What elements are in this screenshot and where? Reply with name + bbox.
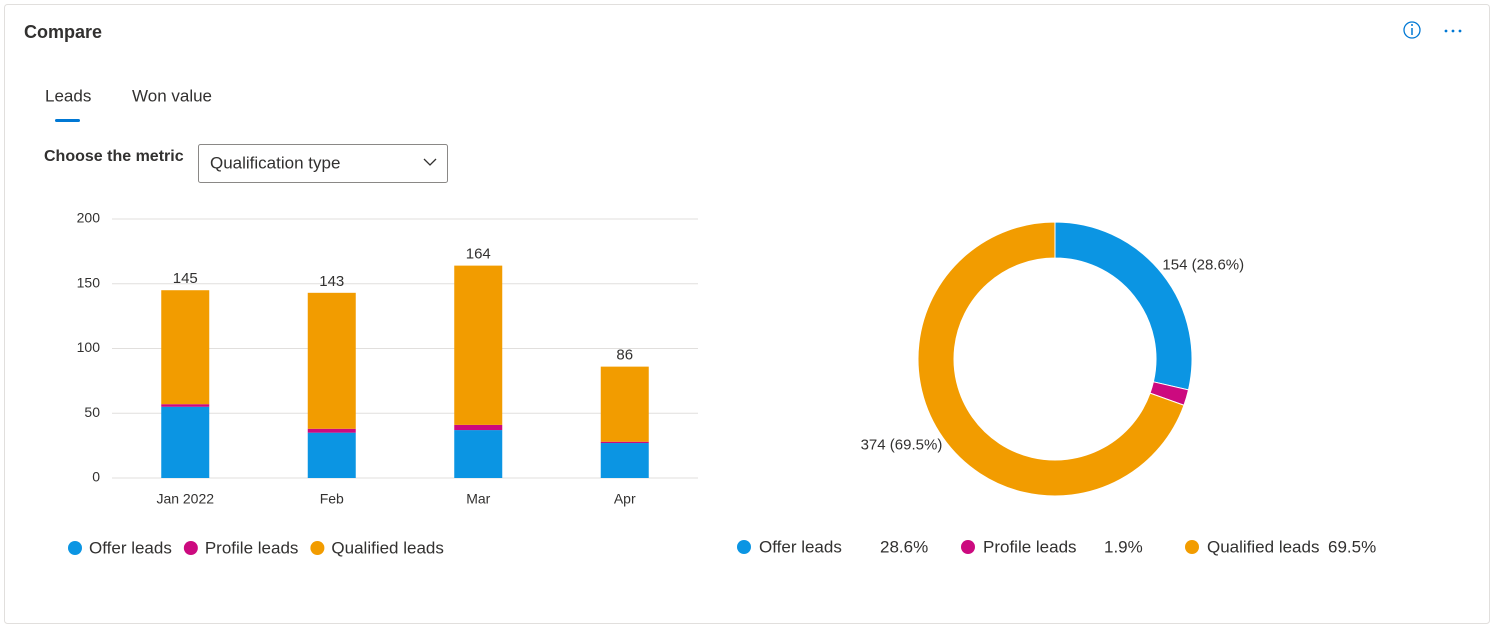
y-tick-label: 200: [77, 210, 101, 226]
bar-segment: [600, 443, 649, 478]
legend-swatch: [310, 541, 325, 555]
y-tick-label: 100: [77, 339, 101, 355]
legend-value: 69.5%: [1328, 537, 1376, 556]
y-tick-label: 150: [77, 274, 101, 290]
more-button[interactable]: [1444, 29, 1462, 33]
bar-segment: [161, 406, 210, 478]
legend-swatch: [1185, 540, 1199, 554]
legend-swatch: [961, 540, 975, 554]
bar-segment: [454, 424, 503, 431]
legend-label: Offer leads: [759, 537, 842, 556]
data-label: 154 (28.6%): [1162, 257, 1244, 274]
filter-label: Choose the metric: [44, 148, 184, 165]
data-label: 374 (69.5%): [861, 436, 943, 453]
total-label: 143: [319, 273, 344, 290]
x-tick-label: Jan 2022: [156, 491, 214, 507]
legend-label: Profile leads: [205, 538, 299, 557]
bar-segment: [600, 441, 649, 444]
card-title: Compare: [24, 22, 102, 42]
y-tick-label: 0: [92, 469, 100, 485]
tab[interactable]: Won value: [132, 86, 212, 105]
x-tick-label: Apr: [614, 491, 636, 507]
bar-segment: [454, 265, 503, 425]
legend-value: 28.6%: [880, 537, 928, 556]
total-label: 164: [466, 246, 491, 263]
info-button[interactable]: [1403, 21, 1421, 39]
legend-swatch: [183, 541, 198, 555]
bar-segment: [307, 432, 356, 478]
bar-segment: [307, 428, 356, 433]
tab[interactable]: Leads: [45, 86, 91, 105]
legend-label: Profile leads: [983, 537, 1077, 556]
total-label: 145: [173, 270, 198, 287]
donut-segment: [917, 221, 1185, 497]
bar-segment: [307, 292, 356, 429]
legend-swatch: [68, 541, 82, 555]
bar-segment: [161, 404, 210, 407]
bar-segment: [454, 430, 503, 478]
card-frame: [4, 4, 1490, 624]
x-tick-label: Mar: [466, 491, 490, 507]
legend-value: 1.9%: [1104, 537, 1143, 556]
bar-segment: [600, 366, 649, 442]
y-tick-label: 50: [84, 404, 100, 420]
legend-swatch: [737, 540, 751, 554]
dropdown[interactable]: Qualification type: [198, 144, 448, 183]
bar-segment: [161, 290, 210, 405]
x-tick-label: Feb: [320, 491, 344, 507]
total-label: 86: [616, 347, 633, 364]
tab-underline: [55, 119, 80, 122]
legend-label: Offer leads: [89, 538, 172, 557]
legend-label: Qualified leads: [1207, 537, 1319, 556]
dropdown-value: Qualification type: [210, 153, 340, 172]
legend-label: Qualified leads: [331, 538, 443, 557]
